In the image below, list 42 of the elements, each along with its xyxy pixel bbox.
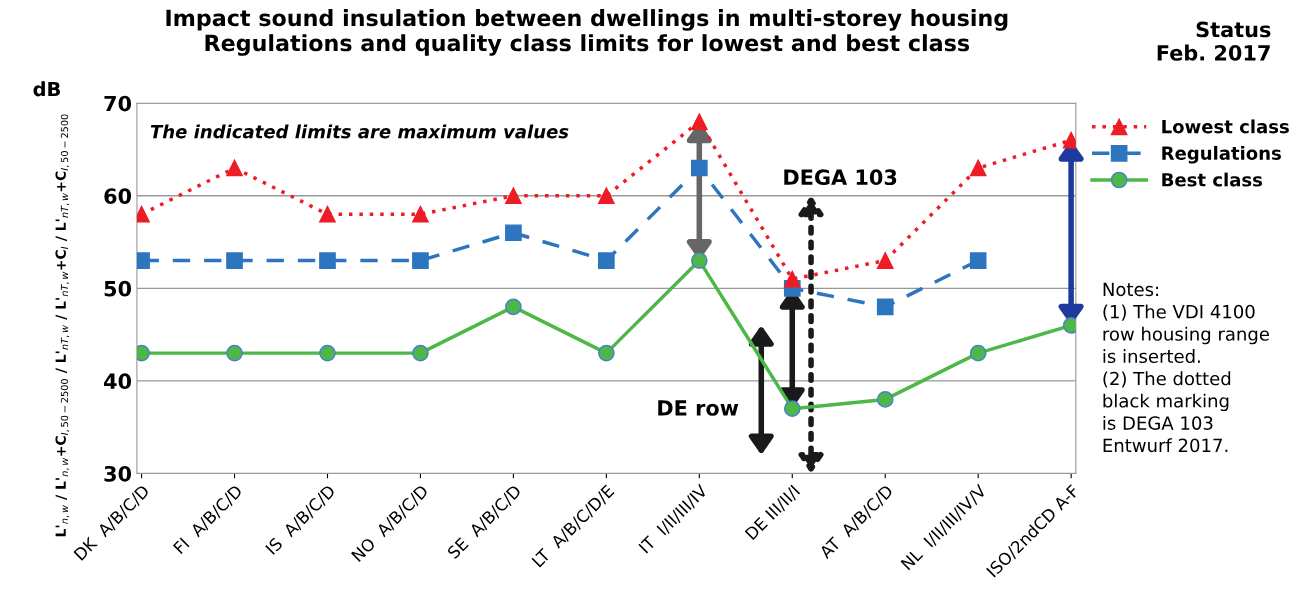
point	[598, 344, 615, 362]
point	[412, 252, 429, 269]
y-tick-label: 70	[104, 95, 132, 112]
legend-label: Lowest class	[1162, 119, 1289, 134]
y-tick-label: 30	[104, 465, 132, 482]
point	[226, 252, 243, 269]
chart-title: Impact sound insulation between dwellings in multi-storey housing Regulations and quality class limits for lowest and best class	[166, 9, 1008, 56]
legend-label: Best class	[1162, 172, 1263, 187]
point	[876, 252, 894, 269]
point	[690, 252, 708, 269]
legend-label: Regulations	[1162, 145, 1281, 164]
point	[319, 205, 336, 223]
y-tick-label: 40	[104, 373, 132, 390]
y-tick-label: 60	[104, 188, 132, 204]
y-tick-label: 50	[104, 280, 132, 297]
point	[598, 252, 615, 269]
point	[319, 252, 336, 269]
point	[412, 344, 429, 362]
point	[412, 205, 429, 223]
point	[876, 298, 894, 316]
annotation: DEGA 103	[784, 169, 897, 186]
point	[505, 298, 522, 316]
point	[969, 159, 987, 177]
point	[226, 344, 243, 362]
point	[876, 391, 894, 408]
text: Status Feb. 2017	[1157, 21, 1271, 61]
text: dB	[33, 81, 60, 97]
annotation: DE row	[658, 400, 739, 416]
annotation: The indicated limits are maximum values	[150, 124, 569, 139]
point	[690, 113, 708, 131]
point	[783, 270, 801, 288]
point	[319, 344, 336, 362]
text: Notes: (1) The VDI 4100 row housing range is inserted. (2) The dotted black marking is DEGA 103 Entwurf 2017.	[1103, 282, 1269, 453]
point	[598, 187, 615, 205]
point	[226, 159, 243, 177]
point	[690, 159, 708, 177]
text: L'$_{n,w}$ / L'$_{n,w}$+C$_{I,50−2500}$ / L'$_{nT,w}$ / L'$_{nT,w}$+C$_{I}$ / L'$_{nT,w}$+C$_{I,50−2500}$	[55, 114, 70, 537]
point	[969, 252, 987, 269]
point	[505, 187, 522, 205]
point	[783, 400, 801, 417]
point	[969, 344, 987, 362]
point	[505, 224, 522, 242]
